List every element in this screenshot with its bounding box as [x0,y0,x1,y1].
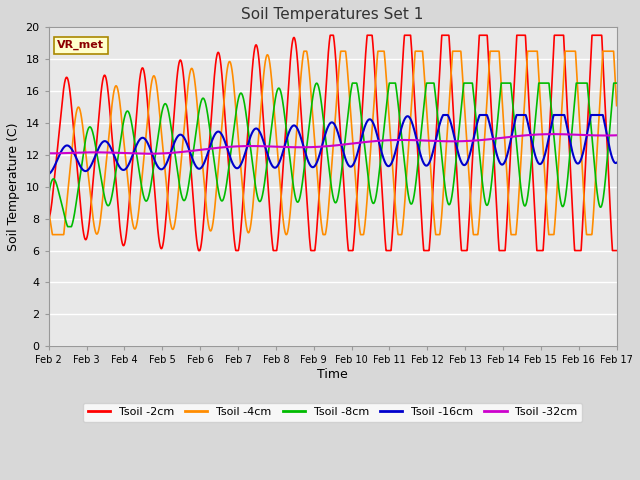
Tsoil -16cm [440,112,447,118]
Legend: Tsoil -2cm, Tsoil -4cm, Tsoil -8cm, Tsoil -16cm, Tsoil -32cm: Tsoil -2cm, Tsoil -4cm, Tsoil -8cm, Tsoi… [83,403,582,422]
Tsoil -4cm [49,232,56,238]
Tsoil -4cm [110,90,118,96]
Tsoil -8cm [263,164,271,169]
Tsoil -4cm [602,48,610,54]
Tsoil -4cm [612,103,620,108]
Text: VR_met: VR_met [57,40,104,50]
Tsoil -16cm [541,154,548,159]
Tsoil -2cm [195,248,202,253]
Line: Tsoil -4cm: Tsoil -4cm [49,51,616,235]
X-axis label: Time: Time [317,368,348,381]
Tsoil -2cm [263,162,271,168]
Tsoil -32cm [263,144,271,149]
Line: Tsoil -8cm: Tsoil -8cm [49,83,616,227]
Tsoil -32cm [541,132,548,137]
Line: Tsoil -32cm: Tsoil -32cm [49,134,616,154]
Tsoil -8cm [110,183,118,189]
Tsoil -8cm [602,172,610,178]
Tsoil -16cm [602,126,609,132]
Tsoil -16cm [109,151,117,156]
Tsoil -16cm [45,171,52,177]
Tsoil -2cm [612,248,620,253]
Tsoil -16cm [262,148,270,154]
Tsoil -8cm [612,80,620,86]
Tsoil -2cm [602,117,610,123]
Y-axis label: Soil Temperature (C): Soil Temperature (C) [7,122,20,251]
Line: Tsoil -2cm: Tsoil -2cm [49,35,616,251]
Tsoil -2cm [287,48,295,54]
Tsoil -32cm [109,150,117,156]
Tsoil -16cm [143,139,151,145]
Title: Soil Temperatures Set 1: Soil Temperatures Set 1 [241,7,424,22]
Tsoil -8cm [287,167,295,172]
Tsoil -2cm [109,150,117,156]
Tsoil -2cm [45,216,52,222]
Tsoil -2cm [143,96,151,101]
Tsoil -4cm [300,48,308,54]
Tsoil -8cm [541,80,548,86]
Tsoil -4cm [541,170,548,176]
Tsoil -16cm [287,125,295,131]
Tsoil -32cm [45,150,52,156]
Tsoil -4cm [263,53,271,59]
Tsoil -4cm [287,197,295,203]
Tsoil -16cm [612,160,620,166]
Line: Tsoil -16cm: Tsoil -16cm [49,115,616,174]
Tsoil -4cm [143,119,151,124]
Tsoil -8cm [349,80,356,86]
Tsoil -8cm [143,197,151,203]
Tsoil -8cm [45,192,52,198]
Tsoil -32cm [602,132,610,138]
Tsoil -32cm [145,151,152,156]
Tsoil -4cm [45,208,52,214]
Tsoil -2cm [326,32,334,38]
Tsoil -32cm [287,144,295,150]
Tsoil -2cm [541,222,548,228]
Tsoil -32cm [612,132,620,138]
Tsoil -32cm [143,151,151,156]
Tsoil -32cm [549,131,557,137]
Tsoil -8cm [64,224,72,229]
